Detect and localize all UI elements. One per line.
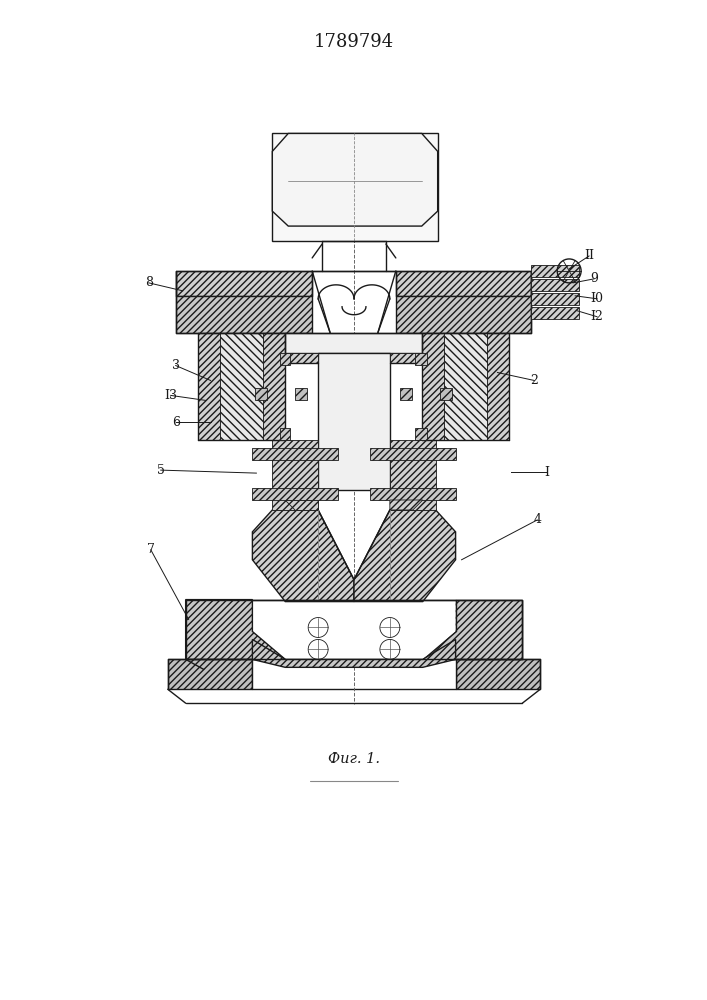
Polygon shape [296, 388, 307, 400]
Polygon shape [280, 353, 291, 365]
Polygon shape [423, 600, 522, 659]
Text: 2: 2 [530, 374, 538, 387]
Polygon shape [440, 388, 452, 400]
Polygon shape [390, 353, 422, 363]
Polygon shape [531, 265, 579, 277]
Text: 4: 4 [533, 513, 542, 526]
Text: 5: 5 [157, 464, 165, 477]
Text: I2: I2 [590, 310, 604, 323]
Polygon shape [285, 353, 318, 363]
Polygon shape [186, 600, 252, 659]
Polygon shape [280, 428, 291, 440]
Text: 9: 9 [590, 272, 598, 285]
Polygon shape [252, 488, 338, 500]
Polygon shape [390, 440, 436, 510]
Polygon shape [370, 488, 455, 500]
Text: 1789794: 1789794 [314, 33, 394, 51]
Polygon shape [531, 279, 579, 291]
Polygon shape [455, 600, 522, 659]
Bar [318, 353, 390, 490]
Polygon shape [198, 333, 220, 440]
Polygon shape [252, 510, 354, 602]
Polygon shape [272, 440, 318, 510]
Polygon shape [455, 659, 540, 689]
Polygon shape [176, 296, 312, 333]
Polygon shape [354, 510, 455, 602]
Text: Фиг. 1.: Фиг. 1. [328, 752, 380, 766]
Polygon shape [220, 333, 263, 440]
Polygon shape [285, 500, 318, 510]
Text: I0: I0 [590, 292, 604, 305]
Polygon shape [531, 307, 579, 319]
Polygon shape [252, 639, 455, 667]
Bar [272, 133, 438, 241]
Polygon shape [252, 600, 455, 659]
Polygon shape [186, 600, 285, 659]
Polygon shape [400, 388, 411, 400]
Text: II: II [584, 249, 594, 262]
Polygon shape [487, 333, 509, 440]
Text: 8: 8 [145, 276, 153, 289]
Text: 6: 6 [172, 416, 180, 429]
Polygon shape [272, 133, 438, 226]
Polygon shape [168, 659, 252, 689]
Polygon shape [415, 353, 427, 365]
Polygon shape [252, 600, 455, 659]
Bar [252, 659, 455, 689]
Polygon shape [396, 296, 531, 333]
Text: I3: I3 [164, 389, 177, 402]
Polygon shape [396, 271, 531, 296]
Text: 3: 3 [172, 359, 180, 372]
Polygon shape [531, 293, 579, 305]
Polygon shape [422, 333, 444, 440]
Text: I: I [544, 466, 550, 479]
Polygon shape [263, 333, 285, 440]
Polygon shape [176, 271, 312, 296]
Polygon shape [370, 448, 455, 460]
Text: 7: 7 [147, 543, 155, 556]
Polygon shape [255, 388, 267, 400]
Polygon shape [444, 333, 487, 440]
Polygon shape [252, 448, 338, 460]
Bar [285, 333, 422, 353]
Polygon shape [390, 500, 423, 510]
Polygon shape [415, 428, 427, 440]
